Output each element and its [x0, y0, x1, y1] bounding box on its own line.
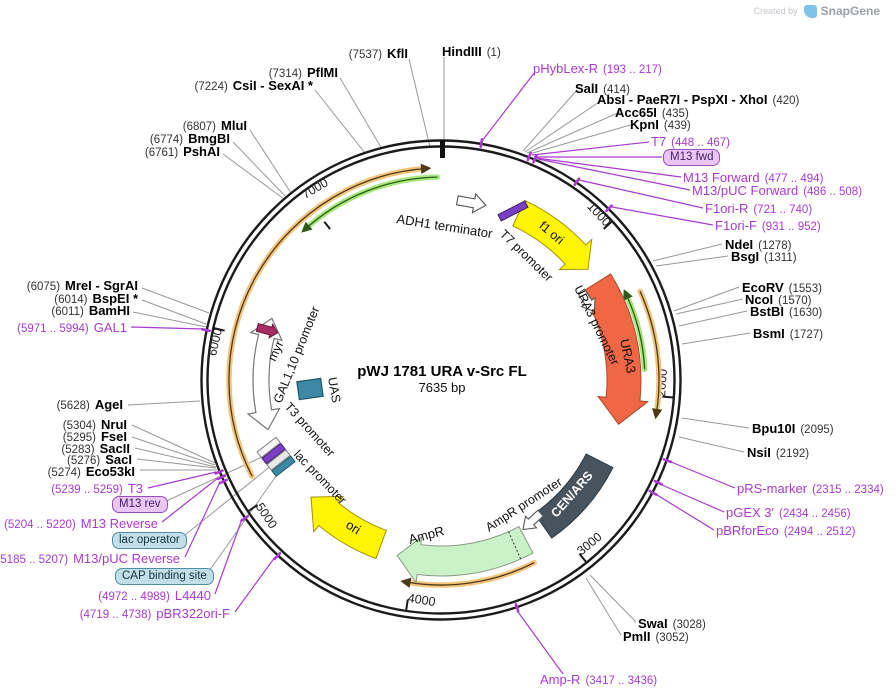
site-label-sacii: (5283) SacII: [61, 441, 130, 456]
svg-text:5000: 5000: [253, 500, 280, 531]
scale-tick-labels: 1000 2000 3000 4000 5000 6000 7000: [205, 175, 670, 609]
site-label-bmgbi: (6774) BmgBI: [149, 131, 230, 146]
badge-lac-operator: lac operator: [112, 532, 187, 549]
ampr-promoter-arrow: [522, 509, 545, 531]
primer-label-pbrforeco: pBRforEco (2494 .. 2512): [716, 523, 856, 538]
primer-label-pgex3: pGEX 3' (2434 .. 2456): [726, 505, 851, 520]
site-label-ncoi: NcoI (1570): [745, 292, 812, 307]
primer-label-m13forward: M13 Forward (477 .. 494): [683, 170, 824, 185]
site-label-ecorv: EcoRV (1553): [742, 280, 822, 295]
primer-label-gal1: (5971 .. 5994) GAL1: [17, 320, 127, 335]
plasmid-size: 7635 bp: [418, 380, 466, 395]
t3-promoter-label: T3 promoter: [282, 400, 338, 460]
ura3-label: URA3: [617, 338, 639, 375]
site-label-kpni: KpnI (439): [630, 117, 691, 132]
feature-ori-arrow: [310, 495, 387, 560]
site-label-fsei: (5295) FseI: [62, 429, 127, 444]
badge-m13-rev: M13 rev: [112, 496, 168, 513]
svg-text:7000: 7000: [299, 175, 330, 201]
primer-label-phyblex: pHybLex-R (193 .. 217): [533, 61, 662, 76]
svg-text:4000: 4000: [407, 591, 437, 609]
site-label-bsmi: BsmI (1727): [753, 326, 824, 341]
t7-promoter-mark: [497, 200, 529, 222]
site-label-pshai: (6761) PshAI: [144, 144, 220, 159]
adh1-terminator-arrow: [455, 192, 487, 214]
snapgene-logo-icon: [803, 4, 817, 18]
site-label-bpu10i: Bpu10I (2095): [752, 421, 834, 436]
site-label-bstbi: BstBI (1630): [750, 304, 823, 319]
snapgene-brand-text: SnapGene: [820, 4, 880, 18]
site-label-mrei: (6075) MreI - SgrAI: [26, 278, 138, 293]
site-label-pflmi: (7314) PflMI: [268, 65, 338, 80]
primer-label-l4440: (4972 .. 4989) L4440: [98, 588, 211, 603]
uas-label: UAS: [325, 376, 343, 404]
site-label-mlui: (6807) MluI: [182, 118, 247, 133]
badge-cap-binding-site: CAP binding site: [115, 568, 214, 585]
primer-label-m13pucreverse: (5185 .. 5207) M13/pUC Reverse: [0, 551, 180, 566]
site-label-pmli: PmlI (3052): [623, 629, 689, 644]
created-by-text: Created by: [753, 6, 798, 16]
site-label-csii: (7224) CsiI - SexAI *: [194, 78, 313, 93]
primer-label-m13reverse: (5204 .. 5220) M13 Reverse: [4, 516, 158, 531]
primer-callout-lines: [130, 71, 736, 675]
site-label-bamhi: (6011) BamHI: [51, 303, 130, 318]
site-label-nsii: NsiI (2192): [747, 445, 810, 460]
orf-arcs: [226, 163, 663, 588]
site-label-swai: SwaI (3028): [638, 616, 706, 631]
ampr-label: AmpR: [407, 523, 446, 547]
primer-label-t3: (5239 .. 5259) T3: [51, 481, 143, 496]
enzyme-callout-lines: [127, 57, 751, 636]
site-label-nrui: (5304) NruI: [62, 417, 127, 432]
site-label-acc65i: Acc65I (435): [615, 105, 689, 120]
primer-label-f1orir: F1ori-R (721 .. 740): [705, 201, 813, 216]
primer-site-ticks: [201, 138, 673, 613]
ampr-signal-boundary: [508, 531, 522, 560]
site-label-bsgi: BsgI (1311): [731, 249, 797, 264]
svg-text:3000: 3000: [574, 530, 604, 558]
ura3-promoter-arrow: [577, 288, 596, 313]
site-label-absi: AbsI - PaeR7I - PspXI - XhoI (420): [597, 92, 800, 107]
badge-m13-fwd: M13 fwd: [663, 149, 721, 166]
site-label-kfli: (7537) KflI: [348, 46, 408, 61]
site-label-sali: SalI (414): [575, 81, 630, 96]
feature-ampr-arrow: [396, 525, 534, 584]
feature-cenars-band: [533, 453, 614, 539]
primer-label-m13pucforward: M13/pUC Forward (486 .. 508): [692, 183, 863, 198]
plasmid-title: pWJ 1781 URA v-Src FL: [357, 363, 527, 380]
feature-f1ori-arrow: [512, 199, 593, 271]
scale-ticks: [213, 220, 674, 612]
feature-ura3-arrow: [581, 273, 650, 426]
feature-uas-box: [296, 377, 324, 401]
site-label-bspei: (6014) BspEI *: [54, 291, 138, 306]
small-feature-box-cluster: [256, 436, 296, 478]
feature-myr-arrow: [255, 322, 279, 339]
site-label-hindiii: HindIII (1): [442, 44, 501, 59]
primer-label-t7: T7 (448 .. 467): [651, 134, 730, 149]
primer-label-pbr322orif: (4719 .. 4738) pBR322ori-F: [79, 606, 230, 621]
feature-gal110-double-arrow: [246, 317, 283, 431]
primer-label-prsmarker: pRS-marker (2315 .. 2334): [737, 481, 884, 496]
primer-label-f1orif: F1ori-F (931 .. 952): [715, 218, 821, 233]
site-label-saci: (5276) SacI: [67, 452, 132, 467]
primer-label-ampr: Amp-R (3417 .. 3436): [540, 672, 658, 687]
svg-text:6000: 6000: [205, 327, 225, 357]
site-label-eco53ki: (5274) Eco53kI: [47, 464, 135, 479]
site-label-ndei: NdeI (1278): [725, 237, 792, 252]
ori-label: ori: [343, 517, 363, 537]
site-label-agei: (5628) AgeI: [56, 397, 123, 412]
watermark: Created by SnapGene: [754, 4, 880, 18]
adh1-terminator-label: ADH1 terminator: [396, 211, 495, 241]
